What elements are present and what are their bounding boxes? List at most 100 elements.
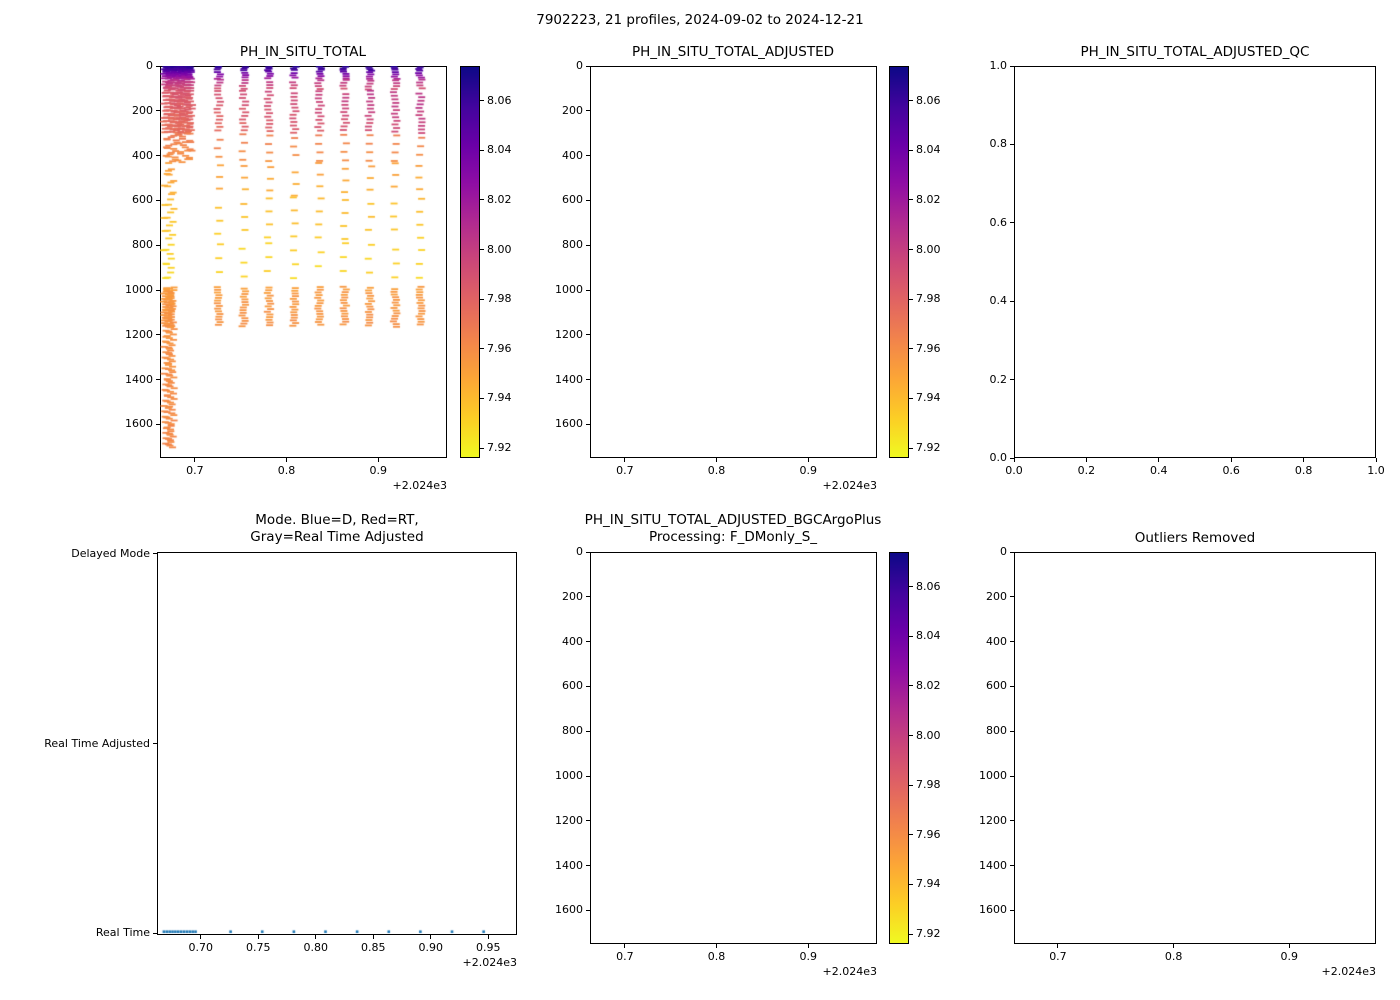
x-tick-mark	[430, 935, 432, 939]
y-tick-label: 1.0	[989, 59, 1008, 72]
colorbar-tick-mark	[480, 447, 484, 449]
colorbar-ph_raw	[460, 66, 480, 458]
y-tick-label: 1400	[979, 858, 1007, 872]
y-tick-label: 800	[562, 724, 583, 738]
colorbar-tick-label: 8.00	[916, 728, 941, 742]
y-tick-mark	[1010, 685, 1014, 687]
x-tick-label: 0.8	[1164, 950, 1183, 963]
y-tick-mark	[1010, 379, 1014, 381]
y-tick-mark	[586, 379, 590, 381]
colorbar-tick-label: 7.92	[916, 441, 941, 455]
ph-raw-scatter-canvas	[160, 66, 447, 458]
y-tick-label: 400	[562, 634, 583, 648]
colorbar-tick-mark	[480, 348, 484, 350]
y-tick-mark	[156, 423, 160, 425]
subplot-title-mode-line2: Gray=Real Time Adjusted	[250, 529, 424, 545]
x-axis-offset-label: +2.024e3	[822, 965, 877, 978]
x-tick-label: 0.7	[186, 464, 204, 477]
y-tick-label: 1600	[555, 903, 583, 917]
y-tick-mark	[156, 379, 160, 381]
y-tick-label: 600	[986, 679, 1007, 693]
x-tick-label: 0.2	[1077, 464, 1096, 477]
colorbar-tick-label: 7.96	[916, 827, 941, 841]
colorbar-tick-mark	[909, 149, 913, 151]
subplot-title-ph-in-situ-total-adjusted: PH_IN_SITU_TOTAL_ADJUSTED	[631, 44, 835, 60]
y-tick-label: 1000	[555, 283, 583, 296]
x-tick-mark	[716, 458, 718, 462]
y-tick-label: 600	[562, 679, 583, 693]
colorbar-bgc	[889, 552, 909, 944]
x-tick-mark	[200, 935, 202, 939]
x-tick-label: 0.75	[245, 941, 271, 954]
colorbar-tick-label: 8.06	[916, 579, 941, 593]
x-tick-label: 0.80	[303, 941, 328, 954]
colorbar-tick-label: 8.06	[916, 93, 941, 107]
x-tick-label: 0.70	[188, 941, 213, 954]
figure-title: 7902223, 21 profiles, 2024-09-02 to 2024…	[536, 12, 864, 28]
y-tick-label: 1600	[555, 417, 583, 431]
y-tick-mark	[156, 155, 160, 157]
y-category-label: Real Time	[95, 926, 150, 940]
x-tick-label: 0.8	[277, 464, 296, 477]
y-tick-label: 0	[1000, 545, 1007, 558]
x-tick-mark	[1303, 458, 1305, 462]
y-tick-mark	[586, 289, 590, 291]
x-tick-label: 0.6	[1222, 464, 1240, 477]
axes-ph_adjusted	[590, 66, 877, 458]
x-tick-label: 0.9	[1280, 950, 1299, 963]
colorbar-tick-label: 7.98	[916, 778, 941, 792]
x-tick-label: 0.9	[369, 464, 387, 477]
x-tick-label: 0.7	[616, 950, 634, 963]
y-tick-label: 800	[986, 724, 1007, 738]
x-tick-mark	[1057, 944, 1059, 948]
colorbar-tick-label: 7.96	[916, 341, 941, 355]
subplot-title-ph-in-situ-total: PH_IN_SITU_TOTAL	[239, 44, 367, 60]
y-tick-label: 1600	[979, 903, 1007, 917]
y-tick-mark	[1010, 775, 1014, 777]
colorbar-tick-mark	[909, 784, 913, 786]
y-tick-label: 800	[562, 238, 583, 252]
colorbar-tick-label: 7.98	[916, 292, 941, 306]
colorbar-tick-label: 7.94	[916, 391, 941, 405]
colorbar-ph_adjusted	[889, 66, 909, 458]
y-tick-mark	[1010, 300, 1014, 302]
x-axis-offset-label: +2.024e3	[392, 479, 447, 492]
colorbar-tick-label: 8.02	[916, 192, 941, 206]
x-tick-mark	[1230, 458, 1232, 462]
colorbar-tick-label: 7.98	[487, 292, 512, 306]
x-tick-label: 0.7	[1049, 950, 1067, 963]
y-tick-mark	[586, 641, 590, 643]
y-tick-mark	[153, 932, 157, 934]
x-tick-label: 0.4	[1150, 464, 1168, 477]
x-tick-mark	[1375, 458, 1377, 462]
y-tick-mark	[1010, 730, 1014, 732]
y-tick-label: 1400	[555, 858, 583, 872]
colorbar-tick-mark	[909, 834, 913, 836]
y-tick-mark	[1010, 596, 1014, 598]
y-tick-mark	[1010, 909, 1014, 911]
x-tick-mark	[1288, 944, 1290, 948]
y-tick-mark	[156, 65, 160, 67]
colorbar-tick-mark	[480, 100, 484, 102]
y-tick-mark	[586, 775, 590, 777]
y-tick-label: 0.2	[989, 372, 1008, 386]
x-tick-mark	[624, 944, 626, 948]
colorbar-tick-mark	[480, 149, 484, 151]
y-tick-label: 1600	[125, 417, 153, 431]
y-tick-label: 800	[132, 238, 153, 252]
y-tick-label: 1200	[125, 327, 153, 341]
y-tick-label: 1400	[555, 372, 583, 386]
x-tick-mark	[286, 458, 288, 462]
colorbar-tick-mark	[909, 635, 913, 637]
y-tick-mark	[586, 909, 590, 911]
colorbar-tick-mark	[480, 199, 484, 201]
subplot-title-mode: Mode. Blue=D, Red=RT, Gray=Real Time Adj…	[137, 512, 537, 546]
colorbar-tick-mark	[909, 298, 913, 300]
x-tick-mark	[315, 935, 317, 939]
colorbar-tick-label: 7.92	[487, 441, 512, 455]
y-tick-mark	[586, 65, 590, 67]
colorbar-tick-mark	[909, 735, 913, 737]
x-tick-label: 1.0	[1367, 464, 1385, 477]
colorbar-tick-mark	[909, 348, 913, 350]
